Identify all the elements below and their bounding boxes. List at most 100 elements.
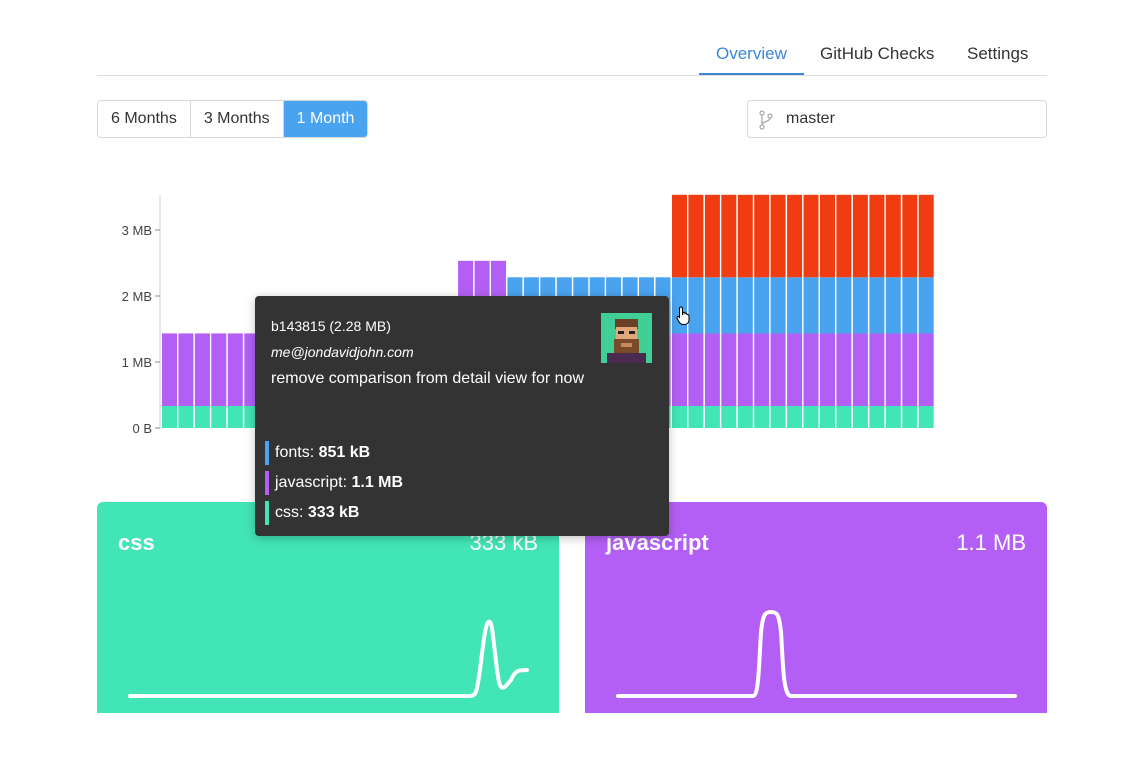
bar-build-4[interactable]	[211, 333, 227, 428]
bar-segment-css[interactable]	[704, 406, 720, 428]
bar-segment-css[interactable]	[918, 406, 934, 428]
bar-segment-fonts[interactable]	[852, 277, 868, 334]
bar-segment-css[interactable]	[194, 406, 210, 428]
bar-segment-javascript[interactable]	[688, 333, 704, 406]
bar-segment-css[interactable]	[672, 406, 687, 428]
bar-build-41[interactable]	[820, 194, 835, 428]
bar-segment-other[interactable]	[704, 194, 720, 278]
bar-build-36[interactable]	[737, 194, 753, 428]
bar-segment-javascript[interactable]	[820, 333, 835, 406]
bar-segment-other[interactable]	[852, 194, 868, 278]
bar-segment-javascript[interactable]	[787, 333, 803, 406]
bar-segment-css[interactable]	[869, 406, 885, 428]
bar-segment-css[interactable]	[721, 406, 737, 428]
css-card[interactable]: css 333 kB	[97, 502, 559, 713]
range-3-months-button[interactable]: 3 Months	[190, 101, 284, 137]
bar-segment-css[interactable]	[787, 406, 803, 428]
bar-segment-javascript[interactable]	[754, 333, 770, 406]
range-6-months-button[interactable]: 6 Months	[98, 101, 191, 137]
bar-segment-css[interactable]	[227, 406, 243, 428]
bar-segment-other[interactable]	[803, 194, 819, 278]
bar-build-35[interactable]	[721, 194, 737, 428]
bar-segment-css[interactable]	[836, 406, 852, 428]
bar-segment-other[interactable]	[688, 194, 704, 278]
bar-segment-javascript[interactable]	[770, 333, 786, 406]
bar-build-34[interactable]	[704, 194, 720, 428]
bar-segment-fonts[interactable]	[688, 277, 704, 334]
bar-build-5[interactable]	[227, 333, 243, 428]
bar-build-2[interactable]	[178, 333, 194, 428]
bar-segment-fonts[interactable]	[869, 277, 885, 334]
bar-segment-other[interactable]	[902, 194, 918, 278]
bar-segment-other[interactable]	[787, 194, 803, 278]
bar-build-46[interactable]	[902, 194, 918, 428]
bar-segment-other[interactable]	[885, 194, 901, 278]
tab-github-checks[interactable]: GitHub Checks	[820, 44, 935, 63]
bar-segment-fonts[interactable]	[820, 277, 835, 334]
bar-segment-javascript[interactable]	[162, 333, 177, 406]
bar-build-1[interactable]	[162, 333, 177, 428]
bar-segment-javascript[interactable]	[852, 333, 868, 406]
bar-segment-other[interactable]	[918, 194, 934, 278]
bar-segment-css[interactable]	[820, 406, 835, 428]
bar-segment-javascript[interactable]	[885, 333, 901, 406]
bar-segment-javascript[interactable]	[194, 333, 210, 406]
bar-build-45[interactable]	[885, 194, 901, 428]
bar-segment-css[interactable]	[803, 406, 819, 428]
bar-segment-javascript[interactable]	[211, 333, 227, 406]
bar-segment-css[interactable]	[211, 406, 227, 428]
bar-segment-css[interactable]	[852, 406, 868, 428]
bar-segment-css[interactable]	[885, 406, 901, 428]
bar-segment-javascript[interactable]	[918, 333, 934, 406]
branch-select[interactable]: master	[747, 100, 1047, 138]
bar-segment-other[interactable]	[737, 194, 753, 278]
bar-segment-css[interactable]	[770, 406, 786, 428]
bar-segment-fonts[interactable]	[704, 277, 720, 334]
bar-build-37[interactable]	[754, 194, 770, 428]
bar-build-39[interactable]	[787, 194, 803, 428]
tab-overview[interactable]: Overview	[699, 44, 804, 75]
bar-segment-fonts[interactable]	[737, 277, 753, 334]
bar-segment-fonts[interactable]	[885, 277, 901, 334]
bar-segment-javascript[interactable]	[902, 333, 918, 406]
bar-segment-other[interactable]	[754, 194, 770, 278]
bar-segment-javascript[interactable]	[721, 333, 737, 406]
bar-build-43[interactable]	[852, 194, 868, 428]
bar-build-47[interactable]	[918, 194, 934, 428]
bar-segment-css[interactable]	[902, 406, 918, 428]
bar-build-44[interactable]	[869, 194, 885, 428]
bar-segment-fonts[interactable]	[721, 277, 737, 334]
bar-segment-fonts[interactable]	[787, 277, 803, 334]
bar-segment-javascript[interactable]	[836, 333, 852, 406]
bar-segment-fonts[interactable]	[902, 277, 918, 334]
bar-segment-fonts[interactable]	[754, 277, 770, 334]
bar-segment-other[interactable]	[672, 194, 687, 278]
bar-build-32[interactable]	[672, 194, 687, 428]
bar-segment-javascript[interactable]	[737, 333, 753, 406]
bar-segment-css[interactable]	[178, 406, 194, 428]
bar-build-3[interactable]	[194, 333, 210, 428]
bar-segment-javascript[interactable]	[672, 333, 687, 406]
bar-segment-javascript[interactable]	[803, 333, 819, 406]
javascript-card[interactable]: javascript 1.1 MB	[585, 502, 1047, 713]
bar-segment-other[interactable]	[721, 194, 737, 278]
bar-segment-javascript[interactable]	[704, 333, 720, 406]
bar-segment-other[interactable]	[770, 194, 786, 278]
bar-segment-css[interactable]	[737, 406, 753, 428]
bar-segment-css[interactable]	[162, 406, 177, 428]
bar-segment-javascript[interactable]	[869, 333, 885, 406]
bar-segment-javascript[interactable]	[227, 333, 243, 406]
bar-segment-fonts[interactable]	[836, 277, 852, 334]
bar-build-40[interactable]	[803, 194, 819, 428]
bar-segment-fonts[interactable]	[803, 277, 819, 334]
bar-segment-other[interactable]	[836, 194, 852, 278]
range-1-month-button[interactable]: 1 Month	[283, 101, 368, 137]
bar-segment-fonts[interactable]	[918, 277, 934, 334]
bar-segment-other[interactable]	[869, 194, 885, 278]
bar-segment-css[interactable]	[754, 406, 770, 428]
bar-build-42[interactable]	[836, 194, 852, 428]
bar-segment-css[interactable]	[688, 406, 704, 428]
bar-segment-fonts[interactable]	[770, 277, 786, 334]
bar-build-38[interactable]	[770, 194, 786, 428]
bar-build-33[interactable]	[688, 194, 704, 428]
